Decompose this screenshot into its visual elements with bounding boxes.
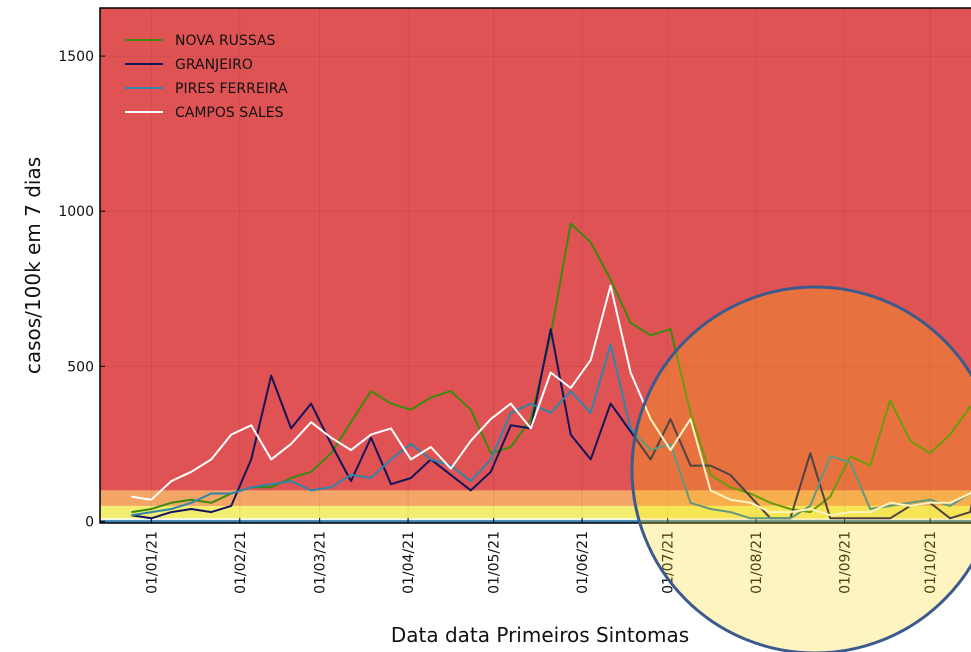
band bbox=[100, 505, 971, 519]
x-tick-label: 01/03/21 bbox=[313, 531, 329, 594]
x-axis-label: Data data Primeiros Sintomas bbox=[391, 623, 689, 647]
x-tick-label: 01/06/21 bbox=[575, 531, 591, 594]
series-line bbox=[131, 222, 971, 514]
y-tick-label: 1000 bbox=[58, 204, 94, 220]
x-tick-label: 01/09/21 bbox=[838, 531, 854, 594]
x-tick-label: 01/01/21 bbox=[144, 531, 160, 594]
y-axis-label: casos/100k em 7 dias bbox=[21, 157, 45, 374]
legend-label: PIRES FERREIRA bbox=[175, 81, 288, 97]
plot-area: 0 500 1000 1500 01/01/21 01/02/21 01/03/21 01/0… bbox=[21, 7, 971, 594]
highlight: Data data Primeiros Sintomas bbox=[391, 285, 971, 652]
band bbox=[100, 519, 971, 523]
x-tick-label: 01/10/21 bbox=[923, 531, 939, 594]
legend-label: CAMPOS SALES bbox=[175, 105, 284, 121]
highlight-circle bbox=[630, 285, 971, 652]
y-tick-label: 0 bbox=[85, 514, 94, 530]
x-tick-label: 01/05/21 bbox=[487, 531, 503, 594]
x-tick-label: 01/07/21 bbox=[661, 531, 677, 594]
y-tick-label: 1500 bbox=[58, 49, 94, 65]
plot-frame bbox=[99, 7, 971, 524]
legend-label: NOVA RUSSAS bbox=[175, 33, 276, 49]
series-line bbox=[131, 328, 971, 520]
series-line bbox=[131, 343, 971, 520]
legend-label: GRANJEIRO bbox=[175, 57, 253, 73]
x-tick-label: 01/02/21 bbox=[233, 531, 249, 594]
x-tick-label: 01/04/21 bbox=[401, 531, 417, 594]
series-line bbox=[131, 284, 971, 517]
x-tick-label: 01/08/21 bbox=[749, 531, 765, 594]
y-tick-label: 500 bbox=[67, 359, 94, 375]
